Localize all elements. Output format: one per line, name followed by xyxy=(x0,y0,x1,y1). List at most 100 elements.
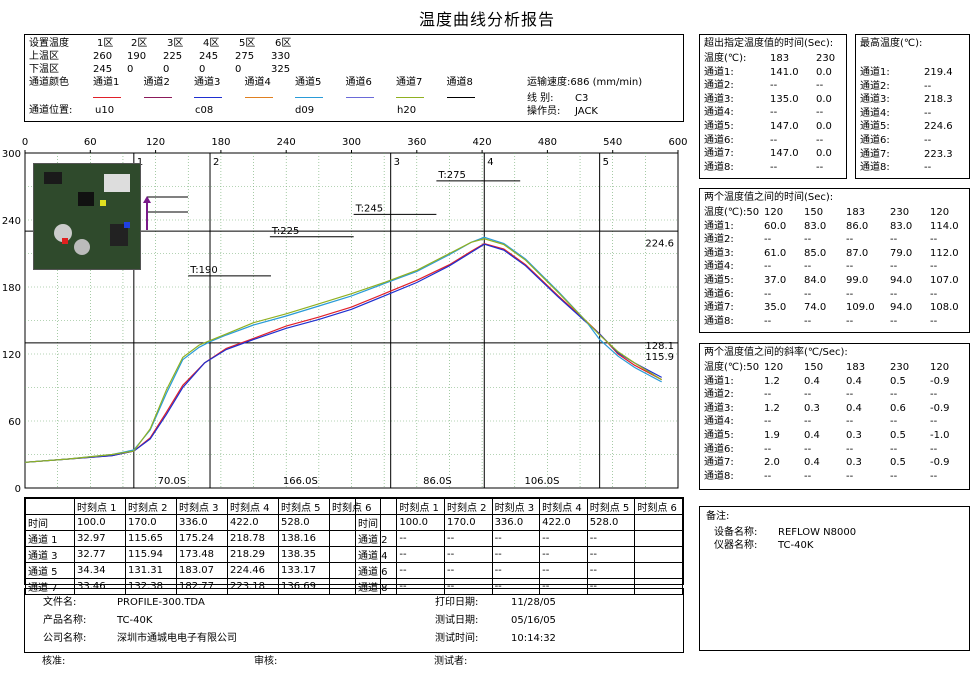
lower-zone-value: 0 xyxy=(235,64,242,75)
time-table-left: 时刻点 1 时刻点 2 时刻点 3 时刻点 4 时刻点 5 时刻点 6 时间 100.0 170… xyxy=(25,498,381,595)
list-row: 通道4: -- xyxy=(860,107,966,121)
over-temp-title: 超出指定温度值的时间(Sec): xyxy=(704,38,834,49)
page-title: 温度曲线分析报告 xyxy=(418,10,555,29)
list-cell: 通道1: xyxy=(704,66,734,78)
channel-color-swatch xyxy=(295,97,323,98)
table-cell: -- xyxy=(443,578,493,595)
table-row: 通道 5 34.34 131.31 183.07 224.46 133.17 xyxy=(25,562,381,579)
list-cell: -- xyxy=(816,161,824,173)
list-cell: 通道3: xyxy=(704,402,734,414)
table-cell: 528.0 xyxy=(278,514,330,531)
list-header-cell: 183 xyxy=(846,207,866,218)
list-cell: 0.3 xyxy=(846,457,862,469)
file-info-panel: 文件名: PROFILE-300.TDA 产品名称: TC-40K 公司名称: … xyxy=(24,588,684,653)
max-temp-panel: 最高温度(℃): 通道1: 219.4 通道2: -- 通道3: 218.3 通道4: -- 通… xyxy=(855,34,970,179)
table-cell: -- xyxy=(396,530,445,547)
test-date-value: 05/16/05 xyxy=(511,615,556,626)
table-cell: 32.97 xyxy=(74,530,126,547)
list-cell: 通道4: xyxy=(704,107,734,119)
channel-color-label: 通道颜色 xyxy=(29,77,69,88)
list-cell: -- xyxy=(804,470,812,482)
list-cell: 0.0 xyxy=(816,148,832,160)
list-cell: -- xyxy=(930,234,938,246)
pcb-capacitor xyxy=(74,239,90,255)
list-cell: -- xyxy=(764,470,772,482)
x-tick-label: 300 xyxy=(342,137,361,148)
list-row: 通道7: 35.0 74.0 109.0 94.0 108.0 xyxy=(704,301,966,315)
table-cell xyxy=(634,546,683,563)
list-row: 通道6: -- -- -- -- -- xyxy=(704,288,966,302)
settings-panel: 设置温度 上温区 下温区 通道颜色 1区 260 245 2区 190 0 3区 225 0 4区… xyxy=(24,34,684,122)
table-header-cell: 时刻点 2 xyxy=(443,498,493,515)
lower-zone-value: 325 xyxy=(271,64,291,75)
list-cell: 108.0 xyxy=(930,302,959,314)
channel-name: 通道7 xyxy=(396,77,423,88)
review-label: 审核: xyxy=(254,656,278,667)
list-cell: 141.0 xyxy=(770,66,799,78)
list-cell: -- xyxy=(924,134,932,146)
time-marker-label: 5 xyxy=(603,157,609,168)
position-1: u10 xyxy=(95,105,115,116)
list-row: 通道3: 1.2 0.3 0.4 0.6 -0.9 xyxy=(704,402,966,416)
list-cell: 218.3 xyxy=(924,94,953,106)
list-cell: 35.0 xyxy=(764,302,787,314)
zone-header: 6区 xyxy=(275,38,292,49)
list-cell: -- xyxy=(930,389,938,401)
table-cell: 175.24 xyxy=(176,530,228,547)
file-name-value: PROFILE-300.TDA xyxy=(117,597,205,608)
pcb-probe-marker xyxy=(100,200,106,206)
list-cell: 通道7: xyxy=(704,148,734,160)
list-cell: 109.0 xyxy=(846,302,875,314)
list-row: 通道8: -- -- -- -- -- xyxy=(704,315,966,329)
list-cell: 通道1: xyxy=(704,375,734,387)
list-cell: -- xyxy=(890,288,898,300)
list-cell: -- xyxy=(770,80,778,92)
list-cell: -- xyxy=(890,315,898,327)
over-temp-list: 温度(℃): 183 230 通道1: 141.0 0.0 通道2: -- -- 通道3: 135.… xyxy=(704,52,844,174)
line-label: 线 别: xyxy=(527,93,554,104)
interval-label: 86.0S xyxy=(423,476,452,487)
list-cell: 37.0 xyxy=(764,274,787,286)
list-cell: 61.0 xyxy=(764,247,787,259)
list-cell: 通道1: xyxy=(704,220,734,232)
table-header-cell: 时刻点 1 xyxy=(396,498,445,515)
list-cell: 通道3: xyxy=(860,94,890,106)
list-cell: -- xyxy=(764,261,772,273)
table-header-cell: 时刻点 4 xyxy=(539,498,588,515)
table-cell: 422.0 xyxy=(539,514,588,531)
list-row: 通道8: -- xyxy=(860,161,966,175)
x-tick-label: 540 xyxy=(603,137,622,148)
list-cell: -- xyxy=(764,443,772,455)
threshold-label: T:190 xyxy=(189,265,217,276)
list-cell: 通道6: xyxy=(704,134,734,146)
table-cell: 183.07 xyxy=(176,562,228,579)
operator-label: 操作员: xyxy=(527,106,561,117)
series-line-1 xyxy=(24,243,662,463)
interval-label: 106.0S xyxy=(524,476,559,487)
table-cell: 133.17 xyxy=(278,562,330,579)
x-tick-label: 120 xyxy=(146,137,165,148)
lower-zone-value: 0 xyxy=(127,64,134,75)
channel-color-swatch xyxy=(143,97,172,98)
list-header-row: 温度(℃):50 120 150 183 230 120 xyxy=(704,361,966,375)
approve-label: 核准: xyxy=(42,656,66,667)
table-header-row: 时刻点 1 时刻点 2 时刻点 3 时刻点 4 时刻点 5 时刻点 6 xyxy=(25,498,381,515)
list-cell: -- xyxy=(846,389,854,401)
table-cell: -- xyxy=(491,546,541,563)
list-row: 通道5: 37.0 84.0 99.0 94.0 107.0 xyxy=(704,274,966,288)
table-cell: 336.0 xyxy=(176,514,228,531)
list-row: 通道2: -- -- -- -- -- xyxy=(704,233,966,247)
company-name-value: 深圳市通城电电子有限公司 xyxy=(117,633,237,644)
list-header-cell: 120 xyxy=(930,362,950,373)
pcb-board-photo xyxy=(33,163,141,270)
table-header-cell: 时刻点 3 xyxy=(491,498,541,515)
test-date-label: 测试日期: xyxy=(435,615,479,626)
list-cell: 通道6: xyxy=(704,443,734,455)
list-cell: -- xyxy=(764,416,772,428)
list-row: 通道7: 2.0 0.4 0.3 0.5 -0.9 xyxy=(704,456,966,470)
x-tick-label: 600 xyxy=(668,137,687,148)
table-cell: -- xyxy=(491,562,541,579)
list-header-cell: 120 xyxy=(930,207,950,218)
list-cell: 94.0 xyxy=(890,274,913,286)
table-row: 通道 8 -- -- -- -- -- xyxy=(354,578,683,595)
